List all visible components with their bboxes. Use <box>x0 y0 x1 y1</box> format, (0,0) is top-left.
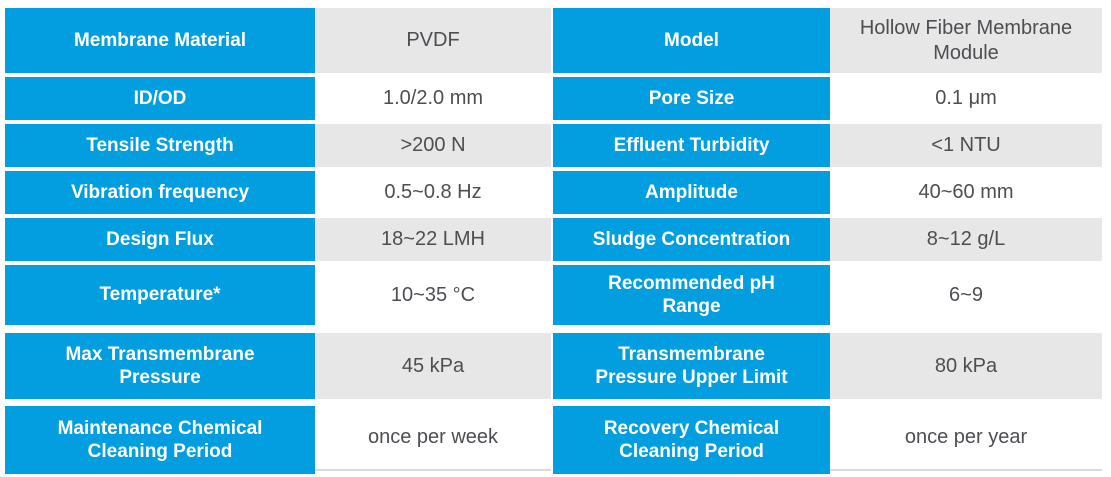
spec-label-membrane-material: Membrane Material <box>5 8 315 73</box>
spec-table: Membrane Material PVDF Model Hollow Fibe… <box>5 0 1102 474</box>
spec-row-vibration-frequency: Vibration frequency 0.5~0.8 Hz Amplitude… <box>5 171 1102 214</box>
spec-value-max-transmembrane-pressure: 45 kPa <box>315 333 551 399</box>
spec-value-membrane-material: PVDF <box>315 8 551 73</box>
spec-label-vibration-frequency: Vibration frequency <box>5 171 315 214</box>
spec-label-pore-size: Pore Size <box>551 77 830 120</box>
spec-value-recovery-cleaning-period: once per year <box>830 406 1102 471</box>
spec-value-maintenance-cleaning-period: once per week <box>315 406 551 471</box>
spec-row-membrane-material: Membrane Material PVDF Model Hollow Fibe… <box>5 8 1102 73</box>
spec-row-design-flux: Design Flux 18~22 LMH Sludge Concentrati… <box>5 218 1102 261</box>
spec-label-design-flux: Design Flux <box>5 218 315 261</box>
spec-label-amplitude: Amplitude <box>551 171 830 214</box>
spec-label-temperature: Temperature* <box>5 265 315 325</box>
spec-value-tensile-strength: >200 N <box>315 124 551 167</box>
spec-value-design-flux: 18~22 LMH <box>315 218 551 261</box>
spec-label-tensile-strength: Tensile Strength <box>5 124 315 167</box>
spec-value-temperature: 10~35 °C <box>315 265 551 325</box>
spec-value-model: Hollow Fiber Membrane Module <box>830 8 1102 73</box>
spec-label-max-transmembrane-pressure: Max Transmembrane Pressure <box>5 333 315 399</box>
spec-value-id-od: 1.0/2.0 mm <box>315 77 551 120</box>
spec-row-cleaning-period: Maintenance Chemical Cleaning Period onc… <box>5 406 1102 474</box>
spec-label-model: Model <box>551 8 830 73</box>
spec-value-effluent-turbidity: <1 NTU <box>830 124 1102 167</box>
spec-row-max-transmembrane-pressure: Max Transmembrane Pressure 45 kPa Transm… <box>5 333 1102 399</box>
spec-label-maintenance-cleaning-period: Maintenance Chemical Cleaning Period <box>5 406 315 474</box>
spec-label-sludge-concentration: Sludge Concentration <box>551 218 830 261</box>
spec-label-id-od: ID/OD <box>5 77 315 120</box>
spec-row-temperature: Temperature* 10~35 °C Recommended pH Ran… <box>5 265 1102 325</box>
spec-label-recovery-cleaning-period: Recovery Chemical Cleaning Period <box>551 406 830 474</box>
spec-value-tmp-upper-limit: 80 kPa <box>830 333 1102 399</box>
spec-value-ph-range: 6~9 <box>830 265 1102 325</box>
spec-row-id-od: ID/OD 1.0/2.0 mm Pore Size 0.1 μm <box>5 77 1102 120</box>
spec-label-tmp-upper-limit: Transmembrane Pressure Upper Limit <box>551 333 830 399</box>
spec-row-tensile-strength: Tensile Strength >200 N Effluent Turbidi… <box>5 124 1102 167</box>
spec-value-vibration-frequency: 0.5~0.8 Hz <box>315 171 551 214</box>
spec-value-amplitude: 40~60 mm <box>830 171 1102 214</box>
spec-value-sludge-concentration: 8~12 g/L <box>830 218 1102 261</box>
spec-value-pore-size: 0.1 μm <box>830 77 1102 120</box>
spec-label-ph-range: Recommended pH Range <box>551 265 830 325</box>
spec-label-effluent-turbidity: Effluent Turbidity <box>551 124 830 167</box>
